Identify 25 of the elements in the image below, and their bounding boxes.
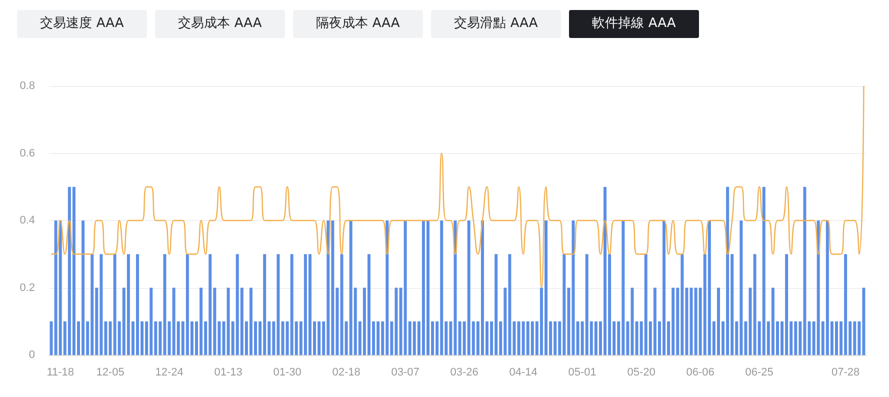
x-tick-label: 04-14: [509, 366, 538, 378]
x-tick-label: 12-05: [96, 366, 124, 378]
x-tick-label: 06-06: [686, 366, 714, 378]
x-tick-label: 02-18: [332, 366, 360, 378]
x-tick-label: 06-25: [745, 366, 774, 378]
x-tick-label: 05-01: [568, 366, 596, 378]
y-tick-label: 0.8: [20, 80, 35, 92]
y-tick-label: 0.6: [20, 147, 35, 160]
x-tick-label: 03-26: [450, 366, 478, 378]
text: 交易速度 AAA: [17, 10, 147, 38]
y-tick-label: 0.4: [20, 214, 35, 226]
text: 隔夜成本 AAA: [293, 10, 423, 38]
x-tick-label: 07-28: [832, 366, 860, 378]
x-tick-label: 01-13: [214, 366, 242, 378]
x-tick-label: 03-07: [391, 366, 420, 378]
text: 交易滑點 AAA: [431, 10, 561, 38]
text: 交易成本 AAA: [155, 10, 285, 38]
y-tick-label: 0: [28, 349, 35, 361]
line-series: [50, 85, 864, 288]
text: 軟件掉線 AAA: [569, 10, 699, 38]
x-tick-label: 12-24: [155, 366, 184, 378]
x-tick-label: 05-20: [627, 366, 656, 378]
x-tick-label: 11-18: [46, 366, 74, 378]
y-tick-label: 0.2: [20, 282, 35, 294]
x-tick-label: 01-30: [273, 366, 302, 378]
